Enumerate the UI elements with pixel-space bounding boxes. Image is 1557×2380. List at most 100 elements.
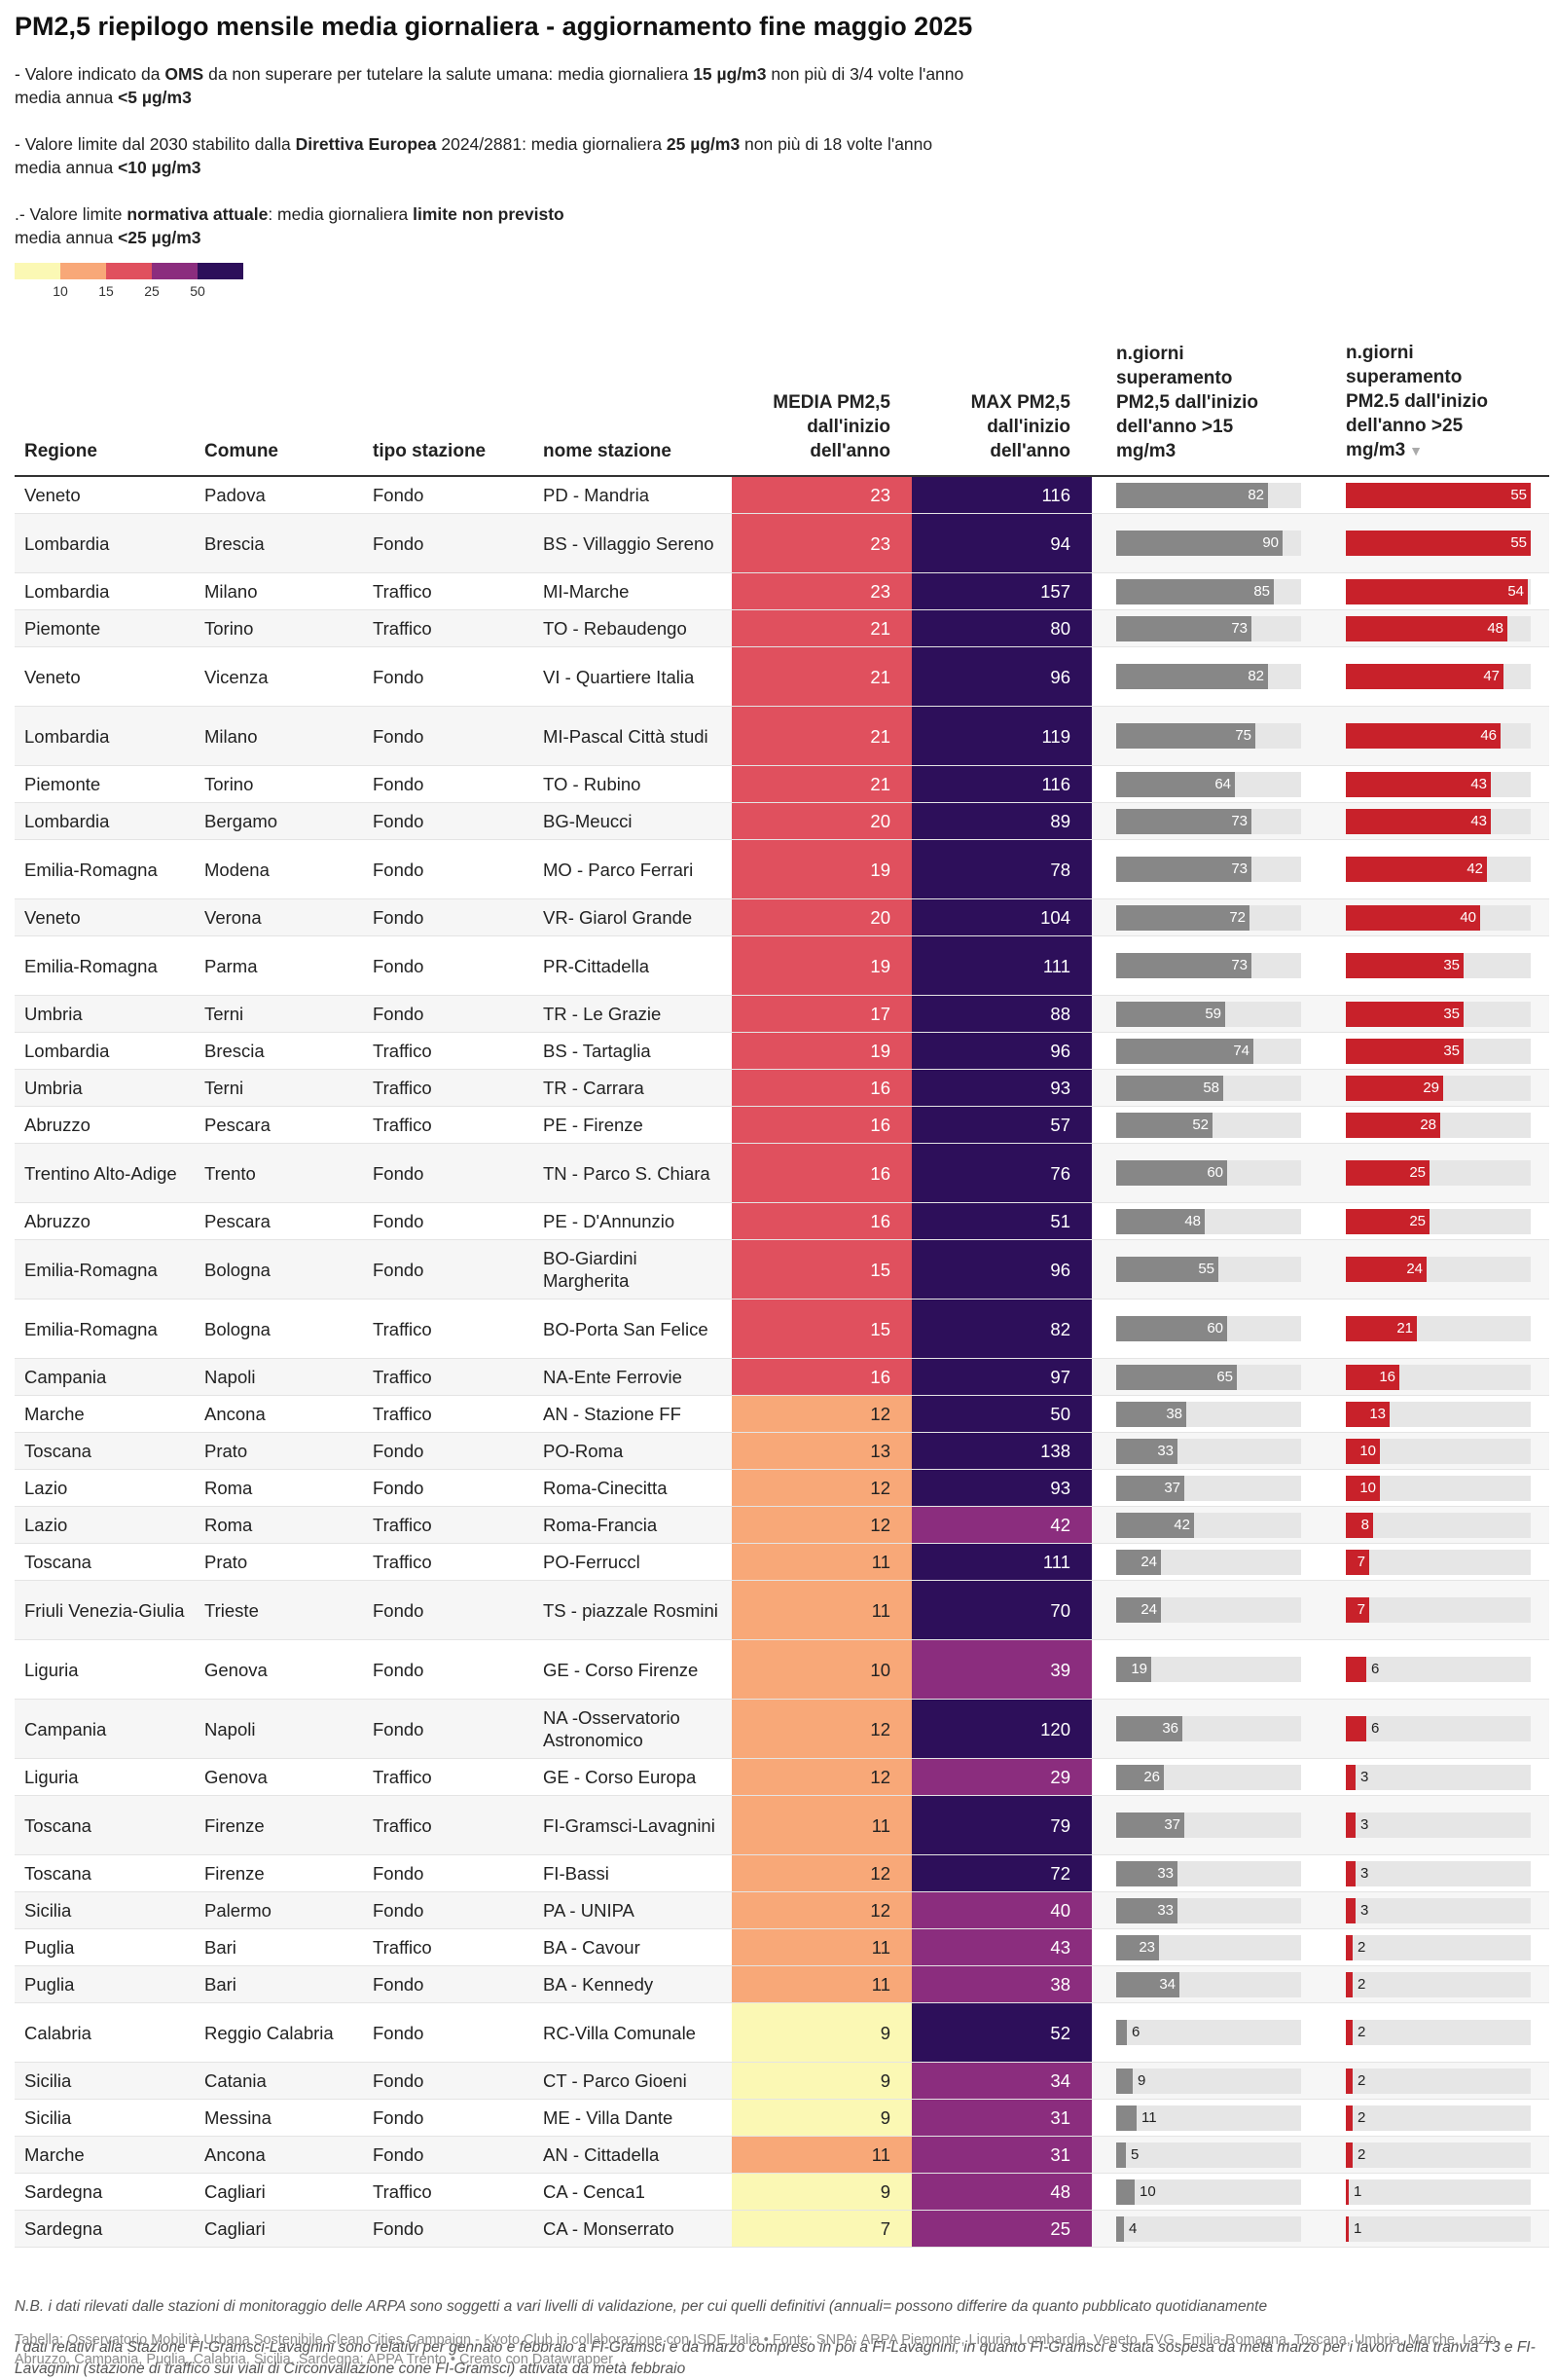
bar-cell-giorni-15: 19 bbox=[1116, 1640, 1301, 1699]
header-nome-stazione[interactable]: nome stazione bbox=[543, 441, 671, 461]
sort-desc-icon[interactable]: ▼ bbox=[1405, 443, 1423, 458]
bar-value-label: 19 bbox=[1131, 1661, 1147, 1677]
bar-value-label: 16 bbox=[1379, 1368, 1395, 1385]
bar-value-label: 90 bbox=[1262, 534, 1279, 551]
cell-regione: Veneto bbox=[24, 666, 81, 687]
bar-value-label: 33 bbox=[1157, 1442, 1174, 1459]
cell-comune: Messina bbox=[204, 2107, 272, 2128]
cell-tipo-stazione: Traffico bbox=[373, 1814, 432, 1836]
bar-giorni-25 bbox=[1346, 1075, 1443, 1101]
cell-media-pm25: 12 bbox=[732, 1396, 912, 1432]
cell-tipo-stazione: Traffico bbox=[373, 1115, 432, 1135]
cell-comune: Bari bbox=[204, 1974, 236, 1995]
cell-tipo-stazione: Traffico bbox=[373, 1515, 432, 1535]
cell-comune: Modena bbox=[204, 859, 270, 880]
cell-regione: Piemonte bbox=[24, 774, 101, 794]
bar-cell-giorni-15: 90 bbox=[1116, 514, 1301, 572]
cell-media-pm25: 9 bbox=[732, 2100, 912, 2136]
bar-value-label: 10 bbox=[1359, 1479, 1376, 1496]
cell-tipo-stazione: Traffico bbox=[373, 1078, 432, 1098]
cell-comune: Prato bbox=[204, 1441, 248, 1461]
intro-line: .- Valore limite normativa attuale: medi… bbox=[15, 202, 1134, 226]
table-row: Emilia-Romagna Parma Fondo PR-Cittadella 19 1… bbox=[15, 936, 1549, 996]
bar-value-label: 60 bbox=[1207, 1164, 1223, 1181]
bar-cell-giorni-25: 42 bbox=[1346, 840, 1531, 898]
cell-nome-stazione: TR - Carrara bbox=[543, 1078, 644, 1098]
bar-track: 19 bbox=[1116, 1657, 1301, 1682]
bar-value-label: 37 bbox=[1164, 1479, 1180, 1496]
cell-regione: Marche bbox=[24, 1404, 85, 1424]
bar-giorni-15 bbox=[1116, 1316, 1227, 1341]
cell-max-pm25: 111 bbox=[912, 1544, 1092, 1580]
bar-giorni-25 bbox=[1346, 1512, 1373, 1538]
cell-tipo-stazione: Fondo bbox=[373, 2107, 424, 2128]
bar-giorni-25 bbox=[1346, 531, 1531, 556]
cell-tipo-stazione: Fondo bbox=[373, 1659, 424, 1680]
bar-cell-giorni-25: 55 bbox=[1346, 477, 1531, 513]
bar-value-label: 29 bbox=[1423, 1079, 1439, 1096]
cell-tipo-stazione: Fondo bbox=[373, 1441, 424, 1461]
bar-track: 43 bbox=[1346, 771, 1531, 797]
header-regione[interactable]: Regione bbox=[24, 441, 97, 461]
bar-giorni-15 bbox=[1116, 531, 1283, 556]
bar-giorni-15 bbox=[1116, 1001, 1225, 1027]
table-row: Marche Ancona Traffico AN - Stazione FF 12 50… bbox=[15, 1396, 1549, 1433]
bar-cell-giorni-25: 7 bbox=[1346, 1581, 1531, 1639]
cell-max-pm25: 76 bbox=[912, 1144, 1092, 1202]
bar-value-label: 43 bbox=[1470, 775, 1487, 792]
intro-text-segment: non più di 3/4 volte l'anno bbox=[766, 64, 964, 84]
bar-cell-giorni-15: 37 bbox=[1116, 1796, 1301, 1854]
cell-nome-stazione: FI-Bassi bbox=[543, 1863, 609, 1884]
bar-cell-giorni-25: 43 bbox=[1346, 766, 1531, 802]
bar-cell-giorni-15: 85 bbox=[1116, 573, 1301, 609]
table-row: Veneto Padova Fondo PD - Mandria 23 116 82 55 bbox=[15, 477, 1549, 514]
bar-track: 10 bbox=[1346, 1475, 1531, 1501]
bar-value-label: 3 bbox=[1360, 1768, 1369, 1785]
bar-value-label: 38 bbox=[1166, 1405, 1182, 1422]
bar-track: 48 bbox=[1346, 615, 1531, 641]
header-max-pm25[interactable]: MAX PM2,5 dall'inizio dell'anno bbox=[970, 392, 1070, 461]
legend-label: 15 bbox=[98, 283, 114, 299]
intro-bold-text: <5 µg/m3 bbox=[118, 88, 192, 107]
bar-value-label: 24 bbox=[1141, 1553, 1157, 1570]
bar-giorni-25 bbox=[1346, 578, 1528, 604]
table-row: Toscana Prato Traffico PO-Ferruccl 11 111 24 7 bbox=[15, 1544, 1549, 1581]
cell-comune: Cagliari bbox=[204, 2218, 266, 2239]
bar-value-label: 58 bbox=[1203, 1079, 1219, 1096]
bar-giorni-25 bbox=[1346, 1001, 1464, 1027]
header-tipo-stazione[interactable]: tipo stazione bbox=[373, 441, 487, 461]
cell-comune: Parma bbox=[204, 955, 258, 976]
intro-bold-text: <10 µg/m3 bbox=[118, 158, 201, 177]
bar-track: 10 bbox=[1346, 1438, 1531, 1464]
bar-track: 7 bbox=[1346, 1549, 1531, 1575]
cell-regione: Toscana bbox=[24, 1441, 91, 1461]
cell-comune: Terni bbox=[204, 1078, 244, 1098]
bar-track: 37 bbox=[1116, 1812, 1301, 1838]
intro-bold-text: limite non previsto bbox=[413, 204, 564, 224]
cell-nome-stazione: BA - Cavour bbox=[543, 1937, 640, 1958]
bar-giorni-25 bbox=[1346, 1038, 1464, 1064]
table-row: Lombardia Bergamo Fondo BG-Meucci 20 89 73 43 bbox=[15, 803, 1549, 840]
bar-track: 82 bbox=[1116, 482, 1301, 508]
cell-nome-stazione: RC-Villa Comunale bbox=[543, 2022, 696, 2043]
bar-cell-giorni-15: 52 bbox=[1116, 1107, 1301, 1143]
cell-tipo-stazione: Traffico bbox=[373, 1767, 432, 1787]
bar-track: 82 bbox=[1116, 664, 1301, 689]
cell-nome-stazione: BG-Meucci bbox=[543, 811, 633, 831]
cell-tipo-stazione: Fondo bbox=[373, 2070, 424, 2091]
bar-track: 33 bbox=[1116, 1897, 1301, 1923]
header-comune[interactable]: Comune bbox=[204, 441, 278, 461]
cell-max-pm25: 93 bbox=[912, 1470, 1092, 1506]
header-giorni-15[interactable]: n.giorni superamento PM2,5 dall'inizio d… bbox=[1116, 344, 1258, 461]
header-media-pm25[interactable]: MEDIA PM2,5 dall'inizio dell'anno bbox=[773, 392, 890, 461]
bar-track: 73 bbox=[1116, 953, 1301, 978]
bar-giorni-25 bbox=[1346, 1971, 1353, 1997]
bar-giorni-25 bbox=[1346, 723, 1501, 749]
bar-giorni-15 bbox=[1116, 1438, 1177, 1464]
header-giorni-25[interactable]: n.giorni superamento PM2.5 dall'inizio d… bbox=[1346, 343, 1488, 460]
cell-tipo-stazione: Traffico bbox=[373, 1041, 432, 1061]
bar-cell-giorni-15: 74 bbox=[1116, 1033, 1301, 1069]
bar-value-label: 72 bbox=[1229, 908, 1246, 926]
cell-comune: Bari bbox=[204, 1937, 236, 1958]
cell-comune: Firenze bbox=[204, 1863, 265, 1884]
